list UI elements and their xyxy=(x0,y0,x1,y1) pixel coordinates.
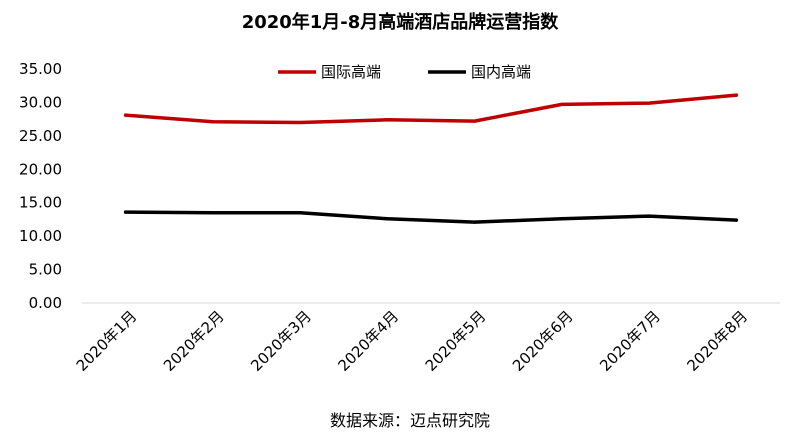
y-tick-label: 35.00 xyxy=(19,60,62,78)
data-point xyxy=(734,218,738,222)
x-tick-label: 2020年3月 xyxy=(247,307,315,375)
y-tick-label: 5.00 xyxy=(29,261,62,279)
legend-label: 国内高端 xyxy=(471,63,531,81)
data-point xyxy=(734,93,738,97)
source-note: 数据来源：迈点研究院 xyxy=(330,411,490,430)
data-point xyxy=(298,211,302,215)
data-point xyxy=(211,211,215,215)
x-tick-label: 2020年1月 xyxy=(73,307,141,375)
x-tick-label: 2020年2月 xyxy=(160,307,228,375)
y-tick-label: 20.00 xyxy=(19,160,62,178)
y-tick-label: 25.00 xyxy=(19,127,62,145)
data-point xyxy=(473,119,477,123)
data-point xyxy=(298,120,302,125)
data-point xyxy=(647,101,651,105)
data-point xyxy=(385,217,389,221)
chart-title: 2020年1月-8月高端酒店品牌运营指数 xyxy=(242,11,560,33)
data-point xyxy=(473,220,477,224)
legend: 国际高端 国内高端 xyxy=(278,63,531,81)
x-tick-label: 2020年7月 xyxy=(596,307,664,375)
data-point xyxy=(124,210,128,214)
x-tick-label: 2020年5月 xyxy=(422,307,490,375)
data-point xyxy=(647,214,651,218)
x-tick-label: 2020年6月 xyxy=(509,307,577,375)
y-tick-label: 0.00 xyxy=(29,294,62,312)
legend-label: 国际高端 xyxy=(321,63,381,81)
x-tick-label: 2020年4月 xyxy=(335,307,403,375)
data-point xyxy=(560,102,564,107)
y-axis-ticks: 0.00 5.00 10.00 15.00 20.00 25.00 30.00 35.00 xyxy=(19,60,62,312)
x-tick-label: 2020年8月 xyxy=(684,307,752,375)
series-line-0 xyxy=(123,93,739,125)
x-axis-ticks: 2020年1月 2020年2月 2020年3月 2020年4月 2020年5月 2020年… xyxy=(73,307,751,375)
data-point xyxy=(560,217,564,221)
y-tick-label: 30.00 xyxy=(19,93,62,111)
data-point xyxy=(385,118,389,122)
series-line-1 xyxy=(123,210,739,224)
y-tick-label: 15.00 xyxy=(19,194,62,212)
data-point xyxy=(211,120,215,124)
series-group xyxy=(123,93,739,224)
data-point xyxy=(124,113,128,117)
y-tick-label: 10.00 xyxy=(19,227,62,245)
